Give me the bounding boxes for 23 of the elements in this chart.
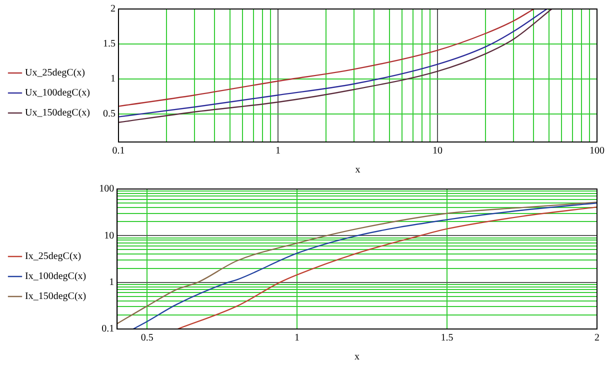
x-tick-label: 10 — [432, 146, 442, 157]
legend-label: Ux_100degC(x) — [25, 88, 90, 99]
y-tick-label: 10 — [104, 230, 114, 242]
x-axis-title: x — [354, 352, 360, 363]
legend-label: Ix_25degC(x) — [25, 251, 82, 262]
legend-label: Ux_150degC(x) — [25, 108, 90, 119]
x-tick-label: 1 — [275, 146, 280, 157]
x-tick-label: 2 — [594, 332, 600, 344]
y-tick-label: 1 — [109, 276, 114, 288]
x-tick-label: 100 — [590, 146, 604, 157]
y-tick-label: 1.5 — [102, 38, 116, 50]
x-axis-title: x — [355, 164, 360, 176]
x-tick-label: 1 — [294, 332, 300, 344]
y-tick-label: 0.5 — [102, 108, 116, 120]
x-tick-label: 1.5 — [440, 332, 454, 344]
x-tick-label: 0.5 — [140, 332, 154, 344]
y-tick-label: 100 — [99, 184, 114, 195]
legend-label: Ix_100degC(x) — [25, 271, 86, 282]
y-tick-label: 0.1 — [102, 324, 114, 335]
legend-label: Ux_25degC(x) — [25, 68, 85, 79]
y-tick-label: 1 — [110, 74, 116, 85]
y-tick-label: 2 — [110, 4, 116, 15]
legend-label: Ix_150degC(x) — [25, 291, 86, 302]
